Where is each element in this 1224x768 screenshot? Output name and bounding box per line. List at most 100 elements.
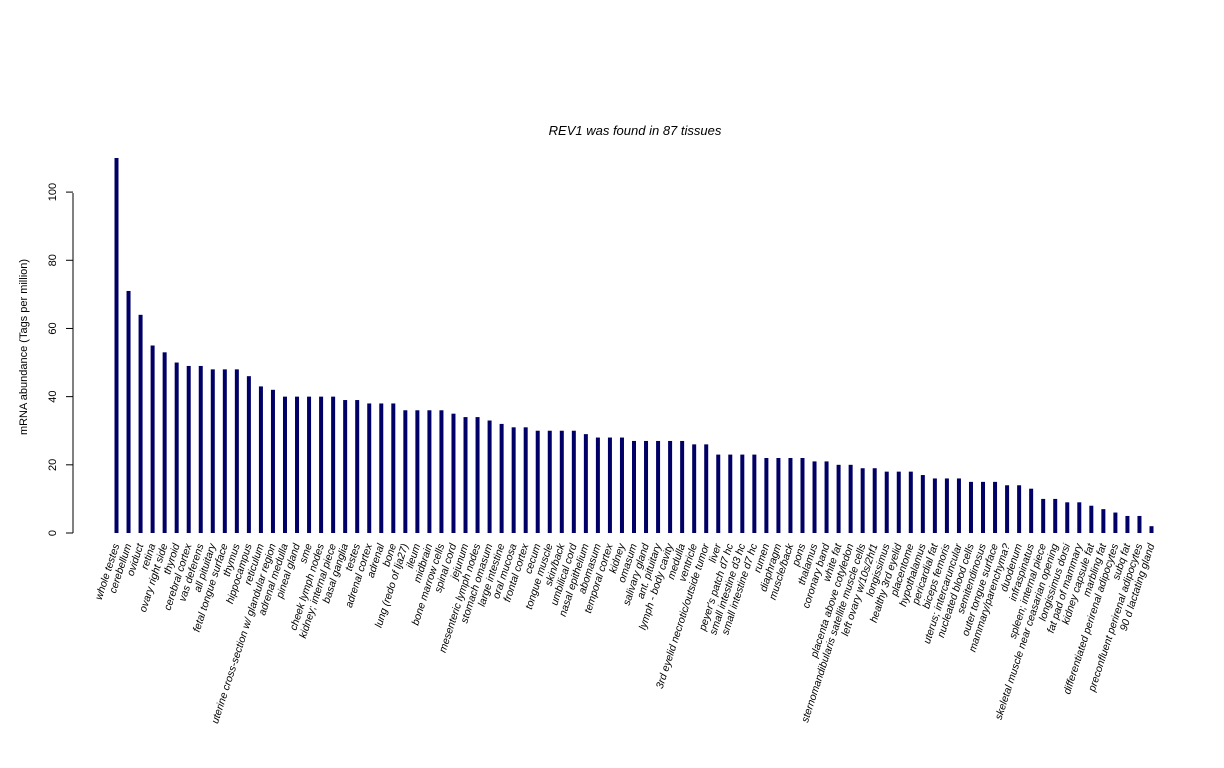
bar: [1089, 505, 1094, 533]
bar: [607, 437, 612, 533]
bar: [367, 403, 372, 533]
y-tick-label: 100: [47, 183, 59, 201]
bar: [872, 468, 877, 533]
bar: [126, 290, 131, 533]
bar: [403, 410, 408, 533]
bar: [716, 454, 721, 533]
bar: [415, 410, 420, 533]
bar: [632, 440, 636, 533]
bar: [379, 403, 384, 533]
y-axis-ticks: 0 20 40 60 80 100: [47, 183, 73, 536]
bar: [186, 365, 191, 533]
y-tick-label: 20: [47, 459, 59, 471]
bar: [499, 423, 504, 533]
y-tick-label: 40: [47, 391, 59, 403]
bar: [571, 430, 576, 533]
bar: [824, 461, 829, 533]
y-tick-label: 0: [47, 530, 59, 536]
bar: [114, 158, 119, 533]
bar: [1125, 515, 1130, 533]
bar: [162, 352, 167, 533]
bar: [764, 458, 769, 533]
bar: [1005, 485, 1010, 533]
bar: [812, 461, 817, 533]
bar: [752, 454, 757, 533]
category-label: liver: [707, 542, 725, 564]
bar: [150, 345, 155, 533]
bar: [1017, 485, 1022, 533]
category-label: sme: [297, 542, 315, 565]
bar: [1065, 502, 1070, 533]
bar: [595, 437, 600, 533]
bar: [956, 478, 961, 533]
bar: [1077, 502, 1082, 533]
bar: [355, 400, 360, 533]
bar: [848, 464, 853, 533]
bar: [222, 369, 227, 533]
bar: [487, 420, 492, 533]
bar: [704, 444, 709, 533]
category-labels: whole testescerebellumoviductretinaovary…: [93, 541, 1158, 725]
bar: [932, 478, 937, 533]
bar: [547, 430, 552, 533]
bar: [1137, 515, 1142, 533]
bar: [800, 458, 805, 533]
bar: [391, 403, 396, 533]
bar: [295, 396, 300, 533]
bar: [282, 396, 287, 533]
bar: [1041, 498, 1046, 533]
y-axis-label: mRNA abundance (Tags per million): [18, 259, 30, 435]
bar: [1101, 509, 1106, 533]
bar: [788, 458, 793, 533]
bars: [114, 158, 1154, 533]
y-tick-label: 80: [47, 254, 59, 266]
bar: [1029, 488, 1034, 533]
bar: [860, 468, 865, 533]
bar: [559, 430, 564, 533]
bar: [836, 464, 841, 533]
bar: [583, 434, 588, 533]
bar: [427, 410, 432, 533]
bar: [896, 471, 901, 533]
bar: [451, 413, 456, 533]
bar: [968, 481, 973, 533]
y-tick-label: 60: [47, 322, 59, 334]
bar: [920, 475, 925, 533]
bar: [993, 481, 998, 533]
bar: [270, 389, 275, 533]
bar: [668, 440, 673, 533]
bar: [523, 427, 528, 533]
bar: [258, 386, 263, 533]
bar: [644, 440, 649, 533]
bar: [908, 471, 913, 533]
bar: [198, 365, 203, 533]
bar: [234, 369, 239, 533]
bar: [246, 376, 251, 533]
bar: [210, 369, 215, 533]
bar: [692, 444, 697, 533]
bar: [680, 440, 685, 533]
bar: [1113, 512, 1118, 533]
bar: [343, 400, 348, 533]
bar: [475, 417, 480, 533]
bar: [981, 481, 986, 533]
bar: [619, 437, 624, 533]
bar: [944, 478, 949, 533]
bar: [1149, 526, 1154, 533]
bar: [1053, 498, 1058, 533]
bar: [307, 396, 312, 533]
bar: [740, 454, 745, 533]
bar: [884, 471, 889, 533]
bar: [319, 396, 324, 533]
bar: [728, 454, 733, 533]
bar: [331, 396, 336, 533]
bar: [776, 458, 781, 533]
bar: [535, 430, 540, 533]
chart-title: REV1 was found in 87 tissues: [549, 123, 722, 138]
bar: [439, 410, 444, 533]
bar: [656, 440, 661, 533]
bar: [174, 362, 179, 533]
bar: [463, 417, 468, 533]
bar: [511, 427, 516, 533]
